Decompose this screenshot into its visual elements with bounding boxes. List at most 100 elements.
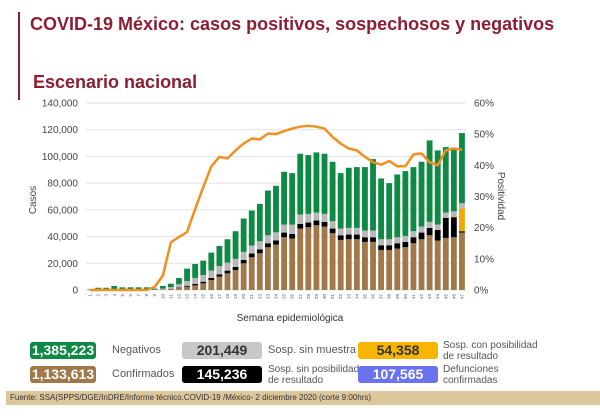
x-tick-label: 39 — [395, 294, 400, 300]
bar-sosp-sin-posibilidad-de-resultado-week-35 — [362, 237, 368, 242]
bar-sosp-con-posibilidad-de-resultado-week-47 — [459, 208, 465, 232]
bar-sosp-sin-muestra-week-42 — [418, 226, 425, 233]
bar-negativos-week-9 — [151, 288, 158, 290]
bar-sosp-sin-posibilidad-de-resultado-week-32 — [337, 235, 344, 240]
x-tick-label: 11 — [168, 294, 173, 299]
x-tick-label: 22 — [257, 294, 262, 300]
sin-muestra-value: 201,449 — [182, 342, 262, 359]
x-tick-label: 33 — [346, 294, 351, 300]
y2-tick-label: 20% — [474, 223, 494, 234]
bar-confirmados-week-22 — [256, 253, 263, 290]
bar-sosp-sin-posibilidad-de-resultado-week-46 — [450, 217, 457, 238]
y-tick-label: 80,000 — [47, 179, 78, 190]
bar-sosp-sin-muestra-week-13 — [184, 281, 190, 286]
bar-sosp-sin-muestra-week-26 — [289, 224, 296, 234]
page-title: COVID-19 México: casos positivos, sospec… — [30, 14, 555, 34]
bar-negativos-week-21 — [248, 210, 255, 246]
bar-confirmados-week-11 — [167, 288, 174, 290]
bar-sosp-sin-muestra-week-10 — [159, 288, 166, 290]
bar-confirmados-week-14 — [192, 285, 199, 290]
x-tick-label: 5 — [120, 294, 125, 297]
bar-negativos-week-32 — [337, 173, 344, 229]
bars — [87, 133, 465, 290]
bar-sosp-sin-muestra-week-17 — [216, 266, 223, 275]
y-tick-label: 0 — [72, 286, 78, 297]
x-tick-label: 8 — [144, 294, 149, 297]
bar-confirmados-week-44 — [434, 240, 441, 290]
bar-sosp-con-posibilidad-de-resultado-week-46 — [450, 216, 457, 218]
x-tick-label: 44 — [435, 294, 440, 300]
bar-sosp-sin-muestra-week-19 — [232, 258, 239, 267]
con-posibilidad-value: 54,358 — [358, 342, 438, 359]
bar-confirmados-week-45 — [442, 237, 449, 290]
bar-confirmados-week-30 — [321, 226, 328, 290]
bar-sosp-sin-posibilidad-de-resultado-week-20 — [240, 259, 247, 264]
bar-confirmados-week-21 — [248, 257, 255, 290]
x-tick-label: 25 — [282, 294, 287, 300]
y2-tick-label: 50% — [474, 130, 494, 141]
label-line-2: de resultado — [268, 375, 324, 386]
x-tick-label: 41 — [411, 294, 416, 300]
bar-negativos-week-11 — [167, 283, 174, 288]
bar-sosp-sin-posibilidad-de-resultado-week-29 — [313, 220, 320, 226]
bar-negativos-week-5 — [119, 287, 126, 290]
y2-tick-label: 60% — [474, 99, 494, 110]
bar-sosp-sin-posibilidad-de-resultado-week-13 — [184, 285, 190, 287]
bar-sosp-sin-muestra-week-14 — [192, 277, 199, 284]
x-tick-label: 34 — [354, 294, 359, 300]
y-axis-right: 0% 10% 20% 30% 40% 50% 60% — [474, 99, 494, 297]
y2-tick-label: 40% — [474, 161, 494, 172]
bar-confirmados-week-42 — [418, 239, 425, 290]
bar-negativos-week-27 — [297, 153, 304, 215]
bar-negativos-week-2 — [95, 287, 102, 290]
y2-tick-label: 30% — [474, 192, 494, 203]
x-tick-label: 19 — [233, 294, 238, 300]
confirmados-value: 1,133,613 — [30, 366, 96, 383]
bar-confirmados-week-18 — [224, 273, 231, 290]
bar-sosp-sin-muestra-week-30 — [321, 213, 328, 222]
defunciones-label: Defunciones confirmadas — [443, 364, 499, 386]
label-line-1: Defunciones — [443, 364, 499, 375]
bar-negativos-week-20 — [240, 218, 247, 252]
y-tick-label: 20,000 — [47, 259, 78, 270]
y-tick-label: 140,000 — [42, 99, 79, 110]
bar-sosp-sin-muestra-week-23 — [265, 235, 271, 244]
confirmados-label: Confirmados — [112, 368, 175, 380]
bar-sosp-sin-posibilidad-de-resultado-week-15 — [200, 281, 207, 284]
bar-sosp-sin-muestra-week-46 — [450, 211, 457, 217]
bar-sosp-sin-posibilidad-de-resultado-week-25 — [281, 232, 287, 238]
x-tick-label: 43 — [427, 294, 432, 300]
bar-negativos-week-6 — [127, 287, 134, 290]
bar-sosp-sin-muestra-week-33 — [345, 227, 352, 235]
bar-confirmados-week-43 — [426, 235, 433, 290]
bar-negativos-week-23 — [265, 190, 271, 236]
bar-confirmados-week-39 — [394, 248, 401, 290]
sin-posibilidad-value: 145,236 — [182, 366, 262, 383]
bar-negativos-week-10 — [159, 285, 166, 289]
bar-confirmados-week-20 — [240, 263, 247, 290]
bar-negativos-week-31 — [329, 161, 336, 222]
bar-sosp-sin-posibilidad-de-resultado-week-16 — [208, 277, 215, 280]
x-tick-label: 17 — [217, 294, 222, 300]
bar-sosp-sin-muestra-week-18 — [224, 262, 231, 271]
label-line-2: de resultado — [443, 351, 499, 362]
x-tick-label: 18 — [225, 294, 230, 300]
bar-sosp-sin-posibilidad-de-resultado-week-17 — [216, 274, 223, 277]
bar-negativos-week-45 — [442, 147, 449, 213]
bar-sosp-sin-posibilidad-de-resultado-week-38 — [386, 245, 393, 250]
x-tick-label: 14 — [193, 294, 198, 300]
bar-sosp-sin-posibilidad-de-resultado-week-30 — [321, 221, 328, 227]
y-tick-label: 100,000 — [42, 152, 79, 163]
bar-negativos-week-39 — [394, 174, 401, 238]
bar-sosp-sin-muestra-week-32 — [337, 228, 344, 236]
bar-confirmados-week-29 — [313, 225, 320, 290]
x-tick-label: 4 — [112, 294, 117, 297]
x-tick-label: 26 — [290, 294, 295, 300]
bar-negativos-week-40 — [402, 171, 409, 236]
bar-negativos-week-36 — [370, 159, 376, 231]
sin-posibilidad-label: Sosp. sin posibilidad de resultado — [268, 364, 359, 386]
bar-sosp-sin-muestra-week-40 — [402, 235, 409, 242]
x-tick-label: 38 — [387, 294, 392, 300]
bar-sosp-sin-posibilidad-de-resultado-week-14 — [192, 283, 199, 286]
bar-sosp-sin-muestra-week-20 — [240, 251, 247, 260]
